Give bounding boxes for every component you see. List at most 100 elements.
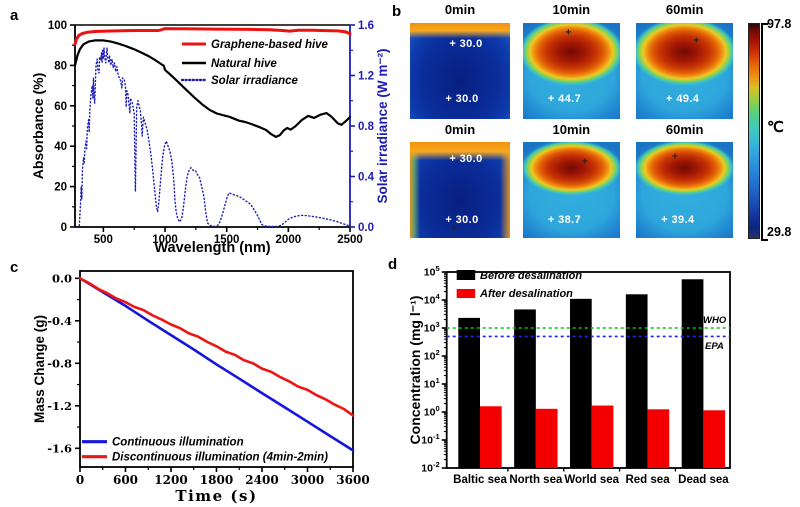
label: 2400 [245,473,278,487]
thermal-image-row2-0min: + 30.0 + 30.0 + [410,141,510,239]
series-Continuous illumination [78,277,355,452]
category-label: North sea [509,474,563,486]
tspan-element: 10 [424,407,436,419]
label: 0.0 [52,271,72,285]
label: 1.6 [358,20,374,32]
label: 100 [48,20,67,32]
temperature-reading: + 38.7 [547,213,582,226]
tspan-element: 0 [435,404,439,413]
panel-letter-c: c [10,259,19,276]
legend-label: After desalination [479,288,573,300]
tspan-element: 1 [435,376,439,385]
bar-after-Dead sea [703,410,726,468]
label: 0.4 [358,172,375,184]
tick-label: 101 [424,376,440,390]
temperature-reading: + 44.7 [547,92,582,105]
time-label: 10min [552,121,591,137]
bar-after-World sea [591,405,614,468]
category-label: Red sea [625,474,670,486]
tspan-element: 3 [435,320,439,329]
tspan-element: 10 [424,295,436,307]
plot-a: 500 1000 1500 2000 2500 0 20 40 60 80 100 0.0 0.4 0.8… [30,20,390,256]
label: 0 [76,473,84,487]
tspan-element: 10 [424,267,436,279]
axis-title-mass-change: Mass Change (g) [32,315,47,423]
label: 1200 [154,473,187,487]
colorbar-gradient [747,23,761,240]
colorbar-max-label: 97.8 [767,17,792,31]
temperature-reading: + 30.0 [445,92,479,105]
axis-title-concentration: Concentration (mg l⁻¹) [407,296,423,445]
bar-before-North sea [514,309,536,468]
series-Discontinuous illumination (4min-2min) [78,277,355,417]
panel-letter-d: d [388,256,398,273]
category-label: World sea [564,474,619,486]
tspan-element: 5 [435,264,439,273]
legend-label: Before desalination [480,270,582,282]
label: 60 [54,101,67,113]
axis-title-solar-irradiance: Solar irradiance (W m⁻²) [375,49,390,204]
tick-label: 100 [424,404,440,418]
label: 0 [61,222,67,234]
series-Solar irradiance [78,47,351,228]
label: 40 [54,141,67,153]
label: 3000 [291,473,324,487]
label: 20 [54,182,67,194]
colorbar-bracket [761,23,768,242]
series-Natural hive [73,39,352,138]
bar-before-Red sea [625,294,648,468]
legend-label: Discontinuous illumination (4min-2min) [112,452,328,464]
tspan-element: 10 [424,323,436,335]
category-label: Baltic sea [453,474,507,486]
category-label: Dead sea [678,474,729,486]
time-label: 60min [665,121,704,137]
legend-label: Continuous illumination [112,437,244,449]
mass-change-chart: 0 600 1200 1800 2400 3000 3600 0.0 -0.4 -0.8 -1.2 -… [32,270,370,505]
tick-label: 10-2 [421,460,439,474]
legend-label: Solar irradiance [211,75,299,87]
label: 2500 [337,234,363,246]
legend-swatch [456,270,476,280]
tick-label: 104 [424,292,441,306]
tick-label: 10-1 [421,432,439,446]
panel-letter-a: a [10,7,19,24]
panel-letter-b: b [392,3,402,20]
legend-label: Natural hive [211,58,277,70]
label: 1500 [214,234,240,246]
colorbar-min-label: 29.8 [767,225,792,239]
label: 3600 [336,473,369,487]
measurement-marker: + [565,27,572,39]
tspan-element: 10 [421,463,433,475]
time-label: 0min [444,2,476,17]
label: 1800 [200,473,233,487]
label: -1.2 [47,399,72,413]
axis-title-wavelength: Wavelength (nm) [154,240,270,256]
absorbance-spectra-chart: 500 1000 1500 2000 2500 0 20 40 60 80 100 0.0 0.4 0.8… [30,20,390,256]
bar-after-North sea [535,408,558,468]
legend-label: Graphene-based hive [211,39,329,51]
label: 1.2 [358,71,374,83]
plot-c: 0 600 1200 1800 2400 3000 3600 0.0 -0.4 -0.8 -1.2 -… [32,270,370,505]
label: -1.6 [47,441,72,455]
series-Graphene-based hive [73,27,352,46]
thermal-image-row2-10min: + 38.7 + [522,141,620,239]
label: 0.0 [358,222,374,234]
measurement-marker: + [582,156,588,168]
tspan-element: 10 [421,435,433,447]
tspan-element: 10 [424,379,436,391]
temperature-reading: + 30.0 [449,37,483,50]
thermal-image-row1-60min: + 49.4 + [636,22,734,120]
tspan-element: 10 [424,351,436,363]
bar-after-Baltic sea [480,406,502,468]
tick-label: 102 [424,348,440,362]
epa-line-label: EPA [705,341,724,352]
bar-before-World sea [570,298,592,468]
measurement-marker: + [671,151,678,163]
label: 600 [113,473,138,487]
label: 0.8 [358,121,375,133]
tspan-element: 2 [435,348,439,357]
tspan-element: -2 [433,460,440,469]
axis-title-time: Time (s) [175,487,257,505]
